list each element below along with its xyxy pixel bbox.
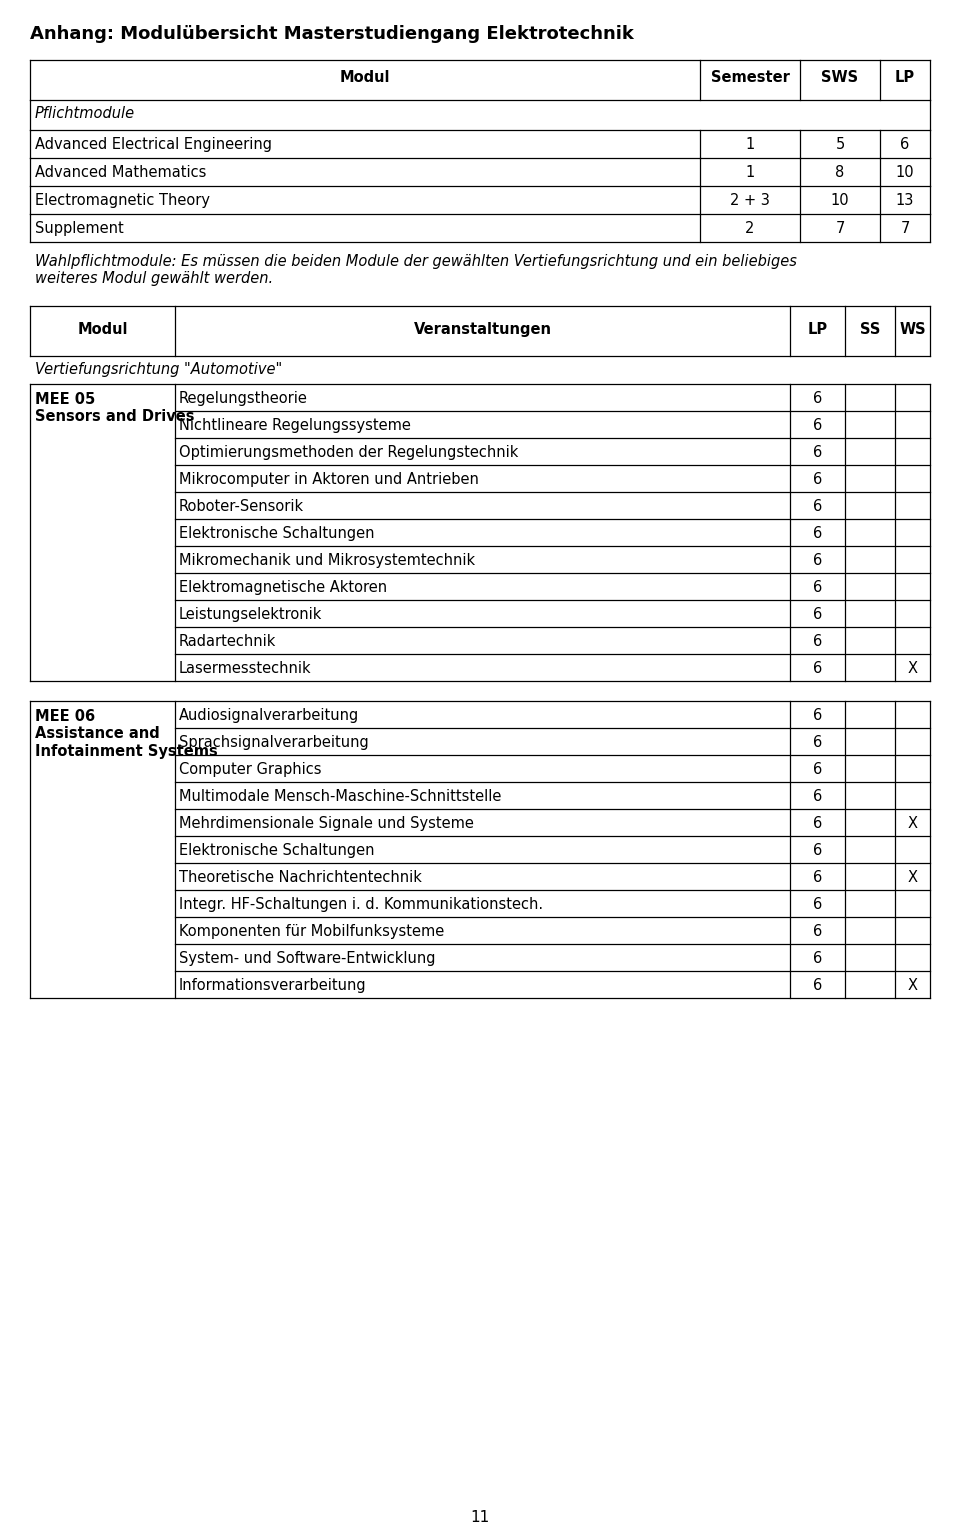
Text: 8: 8 — [835, 165, 845, 180]
Text: Lasermesstechnik: Lasermesstechnik — [179, 661, 312, 676]
Text: Roboter-Sensorik: Roboter-Sensorik — [179, 499, 304, 514]
Text: Advanced Mathematics: Advanced Mathematics — [35, 165, 206, 180]
Text: WS: WS — [900, 322, 925, 337]
Text: 1: 1 — [745, 137, 755, 152]
Text: Elektronische Schaltungen: Elektronische Schaltungen — [179, 527, 374, 541]
Text: Regelungstheorie: Regelungstheorie — [179, 391, 308, 407]
Text: 5: 5 — [835, 137, 845, 152]
Text: 6: 6 — [813, 816, 822, 832]
Text: Advanced Electrical Engineering: Advanced Electrical Engineering — [35, 137, 272, 152]
Text: 6: 6 — [813, 499, 822, 514]
Text: Wahlpflichtmodule: Es müssen die beiden Module der gewählten Vertiefungsrichtung: Wahlpflichtmodule: Es müssen die beiden … — [35, 254, 797, 286]
Text: 10: 10 — [896, 165, 914, 180]
Text: Radartechnik: Radartechnik — [179, 634, 276, 648]
Text: 6: 6 — [813, 708, 822, 722]
Text: X: X — [907, 661, 918, 676]
Text: X: X — [907, 816, 918, 832]
Text: 6: 6 — [813, 924, 822, 939]
Text: 6: 6 — [813, 391, 822, 407]
Text: Modul: Modul — [77, 322, 128, 337]
Text: 6: 6 — [813, 952, 822, 966]
Text: X: X — [907, 870, 918, 885]
Text: 6: 6 — [813, 445, 822, 460]
Text: 6: 6 — [813, 762, 822, 778]
Text: 6: 6 — [813, 896, 822, 912]
Text: 11: 11 — [470, 1511, 490, 1525]
Text: 2 + 3: 2 + 3 — [730, 192, 770, 208]
Text: MEE 06
Assistance and
Infotainment Systems: MEE 06 Assistance and Infotainment Syste… — [35, 708, 218, 759]
Text: 6: 6 — [900, 137, 910, 152]
Text: Vertiefungsrichtung "Automotive": Vertiefungsrichtung "Automotive" — [35, 362, 282, 377]
Text: 6: 6 — [813, 581, 822, 594]
Text: Sprachsignalverarbeitung: Sprachsignalverarbeitung — [179, 735, 369, 750]
Text: Informationsverarbeitung: Informationsverarbeitung — [179, 978, 367, 993]
Text: 6: 6 — [813, 607, 822, 622]
Text: Elektromagnetische Aktoren: Elektromagnetische Aktoren — [179, 581, 387, 594]
Text: Nichtlineare Regelungssysteme: Nichtlineare Regelungssysteme — [179, 417, 411, 433]
Text: Elektronische Schaltungen: Elektronische Schaltungen — [179, 842, 374, 858]
Text: Multimodale Mensch-Maschine-Schnittstelle: Multimodale Mensch-Maschine-Schnittstell… — [179, 788, 501, 804]
Text: 7: 7 — [835, 222, 845, 236]
Text: Mikrocomputer in Aktoren und Antrieben: Mikrocomputer in Aktoren und Antrieben — [179, 471, 479, 487]
Text: 6: 6 — [813, 788, 822, 804]
Text: Optimierungsmethoden der Regelungstechnik: Optimierungsmethoden der Regelungstechni… — [179, 445, 518, 460]
Text: Integr. HF-Schaltungen i. d. Kommunikationstech.: Integr. HF-Schaltungen i. d. Kommunikati… — [179, 896, 543, 912]
Text: LP: LP — [807, 322, 828, 337]
Text: Modul: Modul — [340, 69, 391, 85]
Text: 6: 6 — [813, 471, 822, 487]
Text: 13: 13 — [896, 192, 914, 208]
Text: Supplement: Supplement — [35, 222, 124, 236]
Text: Mikromechanik und Mikrosystemtechnik: Mikromechanik und Mikrosystemtechnik — [179, 553, 475, 568]
Text: Computer Graphics: Computer Graphics — [179, 762, 322, 778]
Text: Semester: Semester — [710, 69, 789, 85]
Text: 1: 1 — [745, 165, 755, 180]
Text: Audiosignalverarbeitung: Audiosignalverarbeitung — [179, 708, 359, 722]
Text: 6: 6 — [813, 978, 822, 993]
Text: Mehrdimensionale Signale und Systeme: Mehrdimensionale Signale und Systeme — [179, 816, 474, 832]
Text: 6: 6 — [813, 661, 822, 676]
Text: X: X — [907, 978, 918, 993]
Text: 6: 6 — [813, 553, 822, 568]
Text: SS: SS — [860, 322, 880, 337]
Text: LP: LP — [895, 69, 915, 85]
Text: Theoretische Nachrichtentechnik: Theoretische Nachrichtentechnik — [179, 870, 421, 885]
Text: SWS: SWS — [822, 69, 858, 85]
Text: 6: 6 — [813, 842, 822, 858]
Text: 6: 6 — [813, 417, 822, 433]
Text: Komponenten für Mobilfunksysteme: Komponenten für Mobilfunksysteme — [179, 924, 444, 939]
Text: 10: 10 — [830, 192, 850, 208]
Text: 6: 6 — [813, 634, 822, 648]
Text: MEE 05
Sensors and Drives: MEE 05 Sensors and Drives — [35, 393, 195, 425]
Text: 6: 6 — [813, 870, 822, 885]
Text: 6: 6 — [813, 735, 822, 750]
Text: Electromagnetic Theory: Electromagnetic Theory — [35, 192, 210, 208]
Text: Pflichtmodule: Pflichtmodule — [35, 106, 135, 122]
Text: 2: 2 — [745, 222, 755, 236]
Text: 6: 6 — [813, 527, 822, 541]
Text: Leistungselektronik: Leistungselektronik — [179, 607, 323, 622]
Text: Anhang: Modulübersicht Masterstudiengang Elektrotechnik: Anhang: Modulübersicht Masterstudiengang… — [30, 25, 634, 43]
Text: Veranstaltungen: Veranstaltungen — [414, 322, 551, 337]
Text: System- und Software-Entwicklung: System- und Software-Entwicklung — [179, 952, 436, 966]
Text: 7: 7 — [900, 222, 910, 236]
